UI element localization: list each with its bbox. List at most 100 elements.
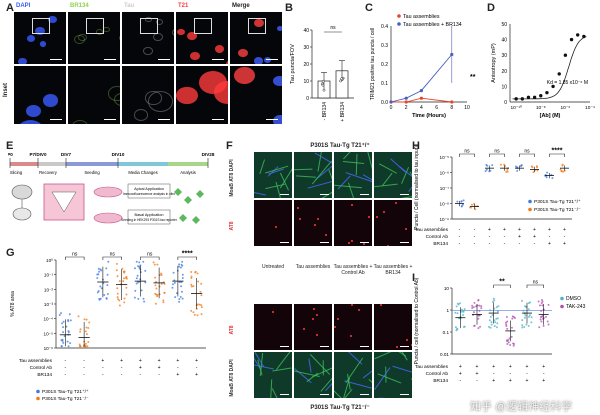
condition-value: - [83,372,85,378]
chart-c: 0.0 0.1 0.2 0.3 0.4 0 2 4 6 8 10 Tau assemblies Tau … [370,14,476,119]
data-point [200,304,203,307]
data-point [199,290,202,293]
data-point [521,324,524,327]
data-point [60,345,63,348]
data-point [173,281,176,284]
legend-marker [397,14,401,18]
nucleus-blob [35,26,46,36]
data-point [546,320,549,323]
data-point [551,177,554,180]
data-point [107,260,110,263]
condition-value: - [65,372,67,378]
fiber-texture [366,152,372,171]
data-point [540,302,543,305]
data-point [84,330,87,333]
y-tick-label: 10 [444,286,450,291]
sig-bracket [493,284,511,288]
data-point [125,286,128,289]
legend-label: DMSO [566,296,581,302]
data-point [143,300,146,303]
data-point [559,168,562,171]
data-point [523,325,526,328]
panel-i-letter: I [412,272,416,284]
data-point [569,37,574,42]
data-point [478,309,481,312]
sig-label: ns [524,149,530,155]
y-tick-label: 0.3 [381,43,388,49]
data-point [96,276,99,279]
signal-blob [238,48,248,57]
micrograph-tile [254,352,292,398]
at8-puncta [380,304,383,307]
signal-blob [177,28,186,36]
data-point [105,267,108,270]
data-point [58,314,61,317]
data-point [507,341,510,344]
data-point [160,282,163,285]
signal-blob [143,47,153,56]
timeline-label: DIV28 [202,152,215,157]
condition-value: + [139,358,142,364]
at8-puncta [298,217,301,220]
data-point [200,313,203,316]
scale-bar [400,194,409,195]
at8-puncta [410,344,412,347]
data-point [537,300,540,303]
micrograph-tile [334,152,372,198]
condition-value: + [492,378,495,384]
condition-value: - [459,227,461,233]
panel-f-column-label: Tau assemblies + Control Ab [333,264,373,276]
panel-a-channel-label: DAPI [16,3,31,9]
data-point [181,273,184,276]
micrograph-tile [334,304,372,350]
data-point [103,294,106,297]
condition-value: + [533,234,536,240]
legend-marker [36,389,40,394]
data-point [540,320,543,323]
step-box [127,183,171,199]
data-point [526,95,531,100]
panel-a-channel-label: T21 [178,3,189,9]
scale-bar [266,119,278,120]
data-point [140,289,143,292]
data-point [505,325,508,328]
data-point [506,343,509,346]
data-point [560,169,563,172]
scale-bar [104,59,116,60]
data-point [499,163,502,166]
data-point [99,285,102,288]
fiber-texture [374,352,400,360]
data-point [99,297,102,300]
y-axis-title: TRIM21 positive tau puncta / cell [370,28,376,101]
condition-value: + [548,227,551,233]
inset-box [194,18,212,34]
data-point [527,308,530,311]
data-point [106,273,109,276]
data-point [460,205,463,208]
step-label: Seeding in HEK293 P301S tau reporter [121,218,178,222]
condition-value: - [549,234,551,240]
data-point [512,315,515,318]
legend-marker [36,396,40,401]
nucleus-blob [39,41,47,47]
data-point [473,324,476,327]
y-tick-label: 20 [303,62,309,68]
data-point [118,299,121,302]
data-point [497,310,500,313]
data-point [97,290,100,293]
data-point [79,328,82,331]
at8-puncta [350,203,353,206]
data-point [561,163,564,166]
sig-bracket [549,153,565,157]
condition-value: + [548,241,551,247]
data-point [460,200,463,203]
panel-f-header-bottom: P301S Tau-Tg T21⁻/⁻ [310,405,370,411]
data-point [456,327,459,330]
data-point [527,325,530,328]
micrograph-tile [374,200,412,246]
legend-marker [528,207,532,212]
data-point [123,301,126,304]
data-point [516,169,519,172]
fiber-texture [379,163,398,174]
signal-blob [153,32,164,42]
